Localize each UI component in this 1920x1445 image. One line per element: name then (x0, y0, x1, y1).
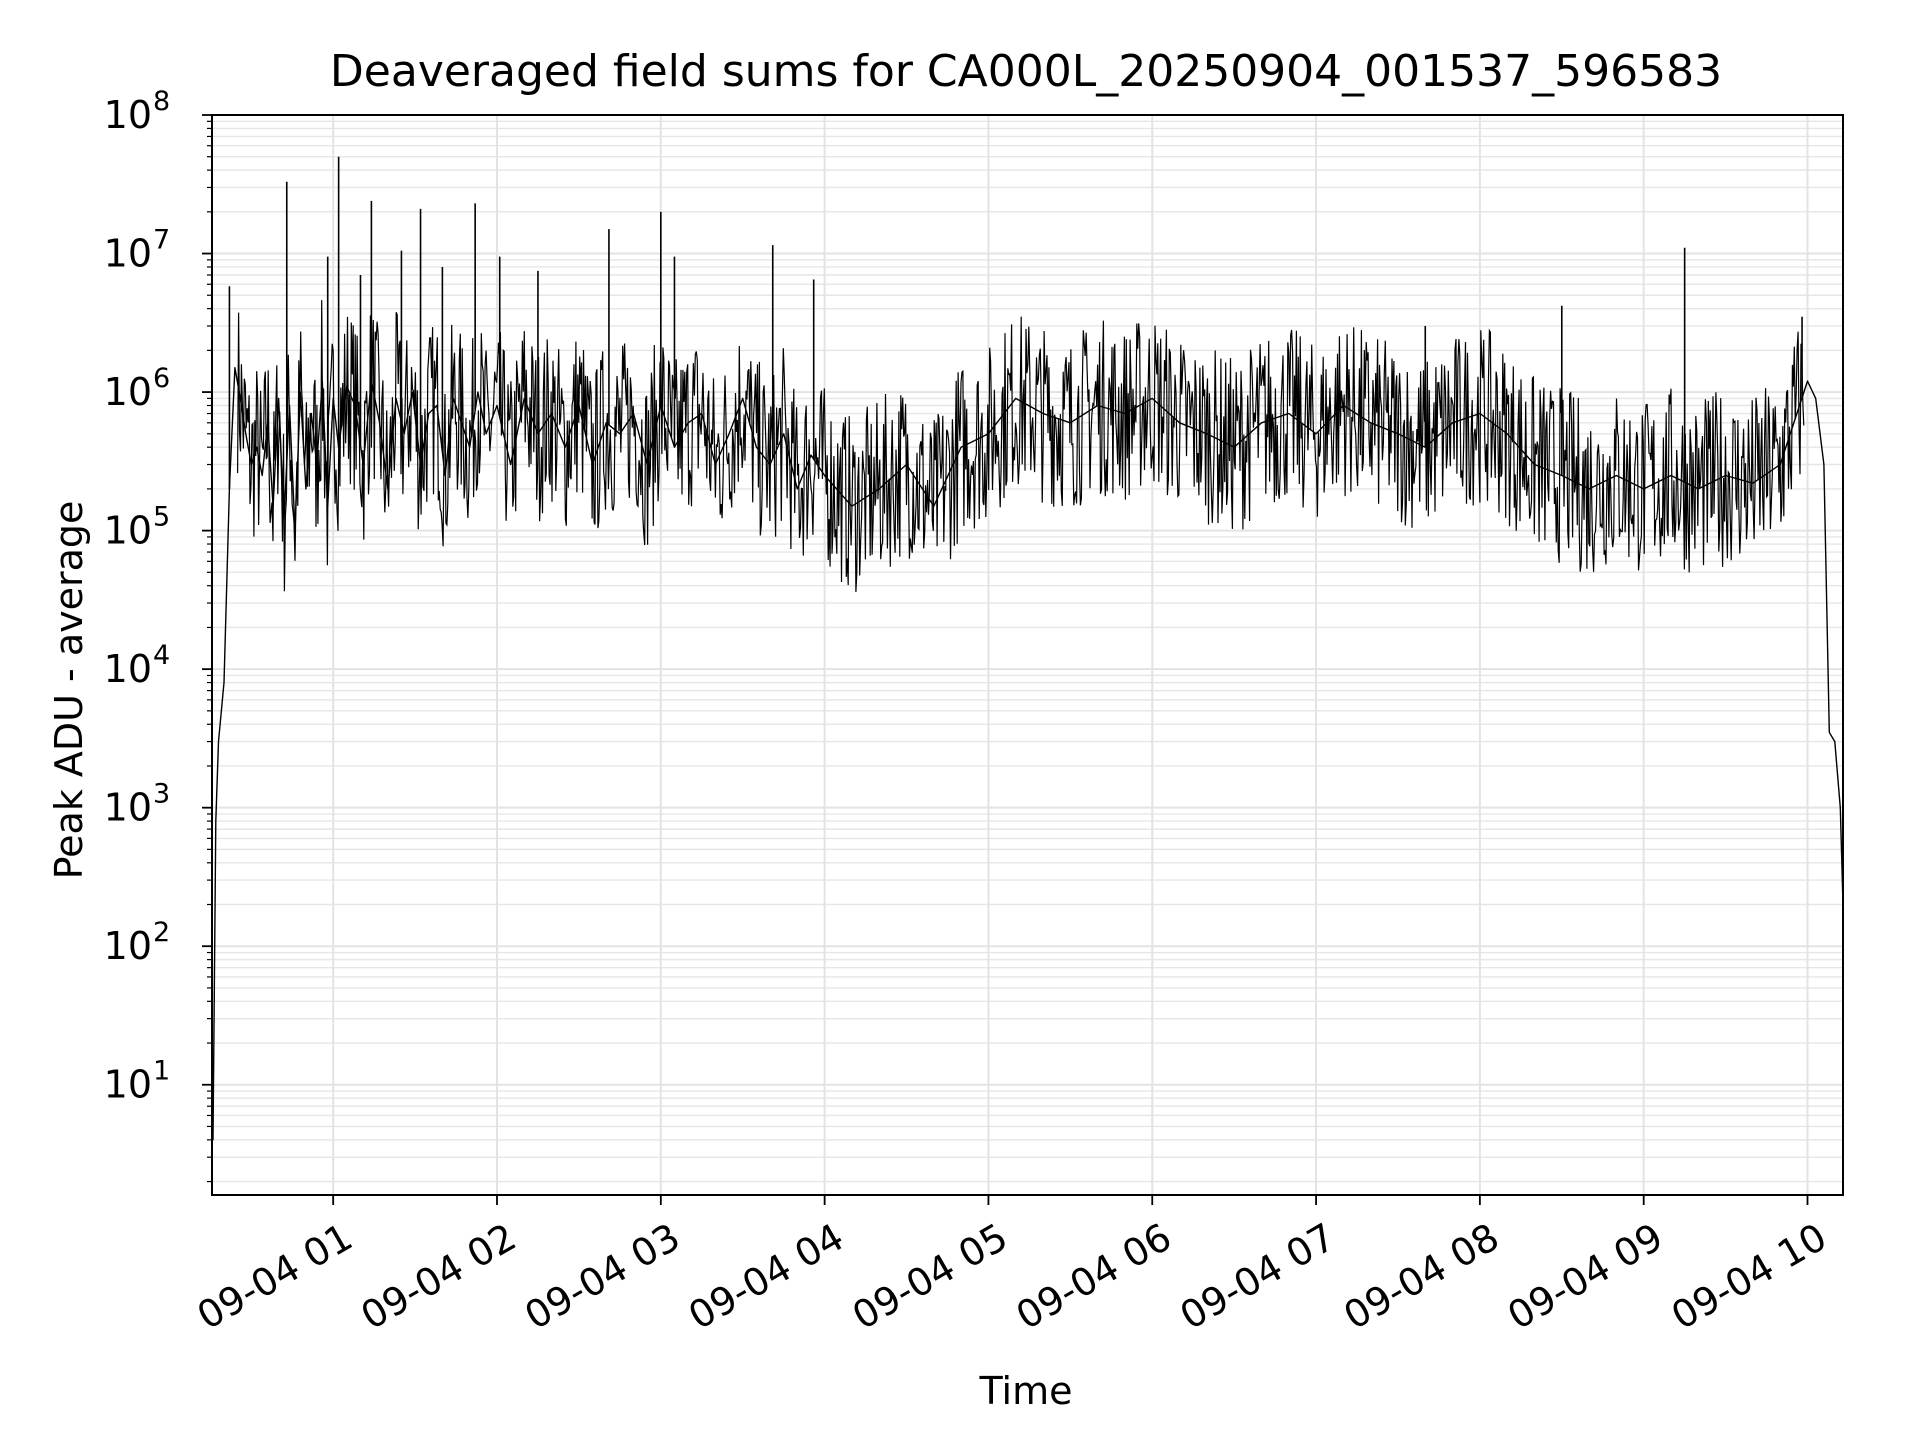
y-tick-label: 10 (104, 370, 152, 414)
y-tick-exponent: 3 (153, 779, 170, 810)
y-tick-exponent: 5 (153, 502, 170, 533)
y-tick-label: 10 (104, 509, 152, 553)
y-tick-exponent: 8 (153, 86, 170, 117)
series-noise (237, 300, 1805, 593)
y-tick-label: 10 (104, 93, 152, 137)
x-axis-label: Time (979, 1369, 1073, 1413)
y-tick-exponent: 4 (153, 640, 170, 671)
plot-frame (211, 114, 1844, 1196)
data-layer (212, 156, 1844, 1141)
y-tick-label: 10 (104, 1063, 152, 1107)
y-tick-exponent: 1 (153, 1056, 170, 1087)
y-tick-exponent: 6 (153, 363, 170, 394)
y-tick-label: 10 (104, 924, 152, 968)
y-axis-label: Peak ADU - average (47, 501, 91, 880)
y-tick-label: 10 (104, 232, 152, 276)
y-tick-label: 10 (104, 786, 152, 830)
y-tick-exponent: 7 (153, 225, 170, 256)
y-tick-label: 10 (104, 647, 152, 691)
chart-title: Deaveraged field sums for CA000L_2025090… (330, 46, 1722, 97)
y-tick-exponent: 2 (153, 917, 170, 948)
